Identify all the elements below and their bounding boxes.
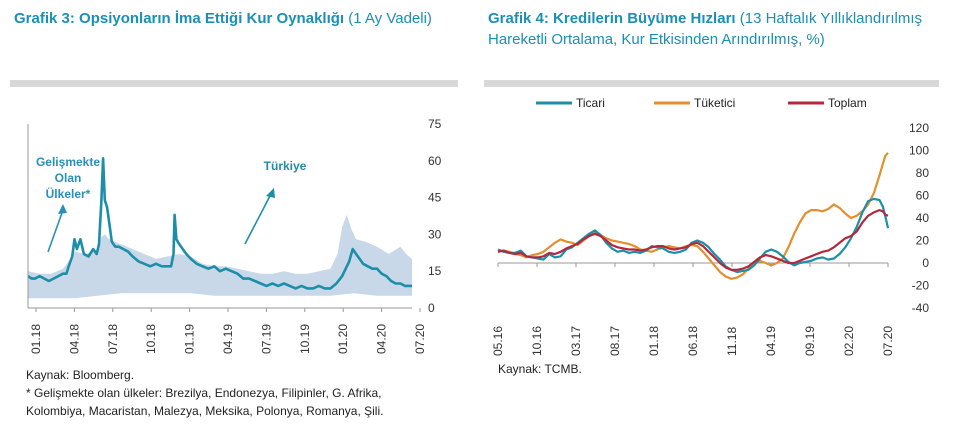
x-tick-label: 07.20 [413, 324, 427, 354]
y-tick-label: 100 [909, 144, 929, 158]
implied-volatility-chart: 75 60 45 30 15 0 01.18 04.18 07.18 10.18 01.19 04.1… [27, 117, 442, 354]
annotation-arrow [47, 209, 64, 253]
series-line-1 [497, 152, 889, 280]
y-tick-label: 15 [428, 264, 442, 278]
series-line-2 [497, 209, 889, 271]
chart-subtitle: (13 Haftalık Yıllıklandırılmış Hareketli… [488, 10, 923, 48]
footnote-line-2: Kolombiya, Macaristan, Malezya, Meksika,… [26, 404, 384, 418]
x-tick-label: 11.18 [725, 327, 739, 356]
chart-title-right: Grafik 4: Kredilerin Büyüme Hızları (13 … [488, 8, 956, 50]
x-tick-label: 04.19 [221, 324, 235, 354]
chart-title-main: Grafik 3: Opsiyonların İma Ettiği Kur Oy… [14, 10, 345, 27]
y-tick-label: 80 [916, 166, 930, 180]
x-tick-label: 05.16 [491, 326, 505, 356]
annotation-emerging: Olan [55, 171, 82, 185]
x-tick-label: 04.19 [764, 326, 778, 356]
chart-panel-left: Grafik 3: Opsiyonların İma Ettiği Kur Oy… [0, 0, 470, 432]
emerging-markets-band [28, 214, 412, 299]
x-tick-label: 01.18 [647, 326, 661, 356]
x-tick-label: 07.19 [259, 324, 273, 354]
x-tick-label: 07.20 [881, 326, 895, 356]
y-tick-label: 40 [916, 211, 930, 225]
y-tick-label: 75 [428, 117, 442, 131]
arrow-head-icon [266, 188, 275, 198]
turkey-series-line [27, 157, 412, 290]
x-tick-label: 04.18 [67, 324, 81, 354]
annotation-emerging: Gelişmekte [36, 155, 100, 169]
footnote-line-1: * Gelişmekte olan ülkeler: Brezilya, End… [26, 386, 382, 400]
y-tick-label: 45 [428, 191, 442, 205]
chart-title-left: Grafik 3: Opsiyonların İma Ettiği Kur Oy… [14, 8, 432, 29]
y-tick-label: 20 [916, 234, 930, 248]
legend-label: Toplam [828, 96, 867, 110]
x-tick-label: 10.18 [144, 324, 158, 354]
source-note: Kaynak: TCMB. [498, 362, 582, 376]
x-tick-label: 01.19 [183, 324, 197, 354]
x-tick-label: 09.19 [803, 326, 817, 356]
y-tick-label: -40 [912, 301, 930, 315]
y-tick-label: 0 [428, 301, 435, 315]
x-tick-label: 01.18 [29, 324, 43, 354]
annotation-turkey: Türkiye [264, 159, 307, 173]
x-tick-label: 10.16 [530, 326, 544, 356]
y-tick-label: 60 [428, 154, 442, 168]
x-tick-label: 02.20 [842, 326, 856, 356]
y-tick-label: 30 [428, 227, 442, 241]
title-divider [484, 80, 939, 87]
chart-title-main: Grafik 4: Kredilerin Büyüme Hızları [488, 10, 736, 27]
y-tick-label: 0 [922, 256, 929, 270]
x-tick-label: 04.20 [375, 324, 389, 354]
x-tick-label: 03.17 [569, 326, 583, 356]
source-note: Kaynak: Bloomberg. [26, 368, 135, 382]
x-tick-label: 07.18 [106, 324, 120, 354]
x-tick-label: 10.19 [298, 324, 312, 354]
series-line-0 [497, 197, 890, 274]
credit-growth-chart: 120 100 80 60 40 20 0 -20 -40 05.16 10.16 03.17 08.1… [491, 96, 930, 356]
x-tick-label: 06.18 [686, 326, 700, 356]
legend-label: Tüketici [694, 96, 735, 110]
chart-panel-right: Grafik 4: Kredilerin Büyüme Hızları (13 … [484, 0, 956, 432]
arrow-head-icon [58, 204, 67, 214]
legend-label: Ticari [576, 96, 605, 110]
y-tick-label: 120 [909, 121, 929, 135]
x-tick-label: 08.17 [608, 326, 622, 356]
annotation-emerging: Ülkeler* [46, 186, 91, 201]
y-tick-label: -20 [912, 279, 930, 293]
chart-subtitle: (1 Ay Vadeli) [348, 10, 432, 27]
title-divider [10, 80, 458, 87]
y-tick-label: 60 [916, 189, 930, 203]
annotation-arrow [244, 193, 272, 245]
x-tick-label: 01.20 [336, 324, 350, 354]
